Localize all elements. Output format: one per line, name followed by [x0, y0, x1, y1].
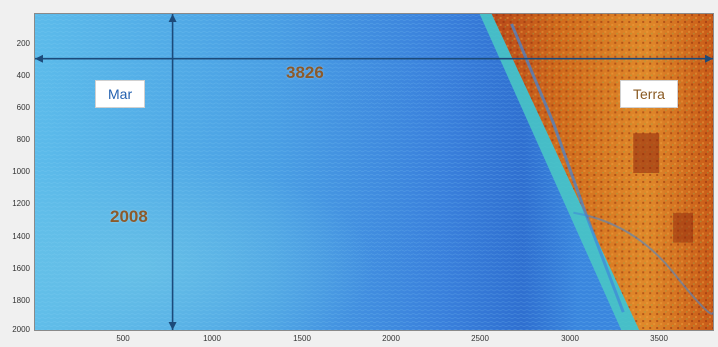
river [573, 211, 713, 315]
x-tick-label: 1500 [293, 334, 311, 343]
land-label: Terra [620, 80, 678, 108]
land-dark-patch [633, 133, 660, 173]
x-tick-label: 3500 [650, 334, 668, 343]
y-tick-label: 2000 [12, 325, 30, 334]
height-arrow-head-top [168, 14, 177, 22]
width-dimension-label: 3826 [286, 63, 324, 82]
sea-label: Mar [95, 80, 146, 108]
y-tick-label: 400 [16, 71, 30, 80]
width-arrow-head-right [705, 54, 713, 63]
satellite-image [34, 13, 714, 331]
land-dark-patch [673, 212, 694, 243]
y-tick-label: 800 [16, 135, 30, 144]
x-tick-label: 3000 [561, 334, 579, 343]
height-dimension-label: 2008 [110, 207, 148, 226]
x-tick-label: 2000 [382, 334, 400, 343]
x-tick-label: 1000 [203, 334, 221, 343]
coast-channel [510, 23, 625, 313]
x-tick-label: 2500 [471, 334, 489, 343]
y-tick-label: 1200 [12, 199, 30, 208]
y-tick-label: 1400 [12, 232, 30, 241]
y-tick-label: 1600 [12, 264, 30, 273]
y-tick-label: 200 [16, 39, 30, 48]
y-tick-label: 1000 [12, 167, 30, 176]
width-arrow-head-left [35, 54, 43, 63]
y-tick-label: 600 [16, 103, 30, 112]
y-tick-label: 1800 [12, 296, 30, 305]
image-canvas [35, 14, 713, 330]
height-arrow-head-bottom [168, 322, 177, 330]
x-tick-label: 500 [116, 334, 130, 343]
